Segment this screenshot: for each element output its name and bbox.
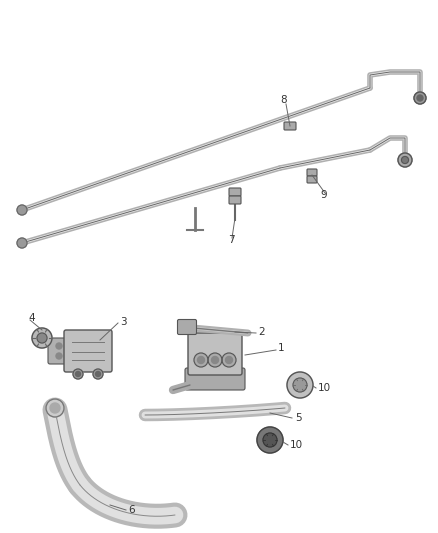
Circle shape	[417, 95, 423, 101]
Text: 4: 4	[28, 313, 35, 323]
Circle shape	[226, 357, 233, 364]
Circle shape	[37, 333, 47, 343]
FancyBboxPatch shape	[64, 330, 112, 372]
FancyBboxPatch shape	[185, 368, 245, 390]
Text: 8: 8	[280, 95, 286, 105]
Text: 9: 9	[320, 190, 327, 200]
Circle shape	[50, 403, 60, 413]
Circle shape	[263, 433, 277, 447]
Circle shape	[32, 328, 52, 348]
Circle shape	[398, 153, 412, 167]
Text: 6: 6	[128, 505, 134, 515]
Circle shape	[414, 92, 426, 104]
FancyBboxPatch shape	[229, 188, 241, 196]
Circle shape	[212, 357, 219, 364]
Circle shape	[95, 372, 100, 376]
Text: 10: 10	[318, 383, 331, 393]
Circle shape	[56, 353, 62, 359]
FancyBboxPatch shape	[307, 176, 317, 183]
Circle shape	[293, 378, 307, 392]
Circle shape	[402, 157, 409, 164]
FancyBboxPatch shape	[229, 196, 241, 204]
Circle shape	[198, 357, 205, 364]
Text: 5: 5	[295, 413, 302, 423]
Circle shape	[73, 369, 83, 379]
Circle shape	[93, 369, 103, 379]
Text: 1: 1	[278, 343, 285, 353]
FancyBboxPatch shape	[307, 169, 317, 176]
Text: 10: 10	[290, 440, 303, 450]
Circle shape	[56, 343, 62, 349]
FancyBboxPatch shape	[188, 333, 242, 375]
Circle shape	[287, 372, 313, 398]
Text: 2: 2	[258, 327, 265, 337]
Circle shape	[194, 353, 208, 367]
Circle shape	[46, 399, 64, 417]
FancyBboxPatch shape	[48, 338, 70, 364]
Circle shape	[222, 353, 236, 367]
Circle shape	[75, 372, 81, 376]
Text: 3: 3	[120, 317, 127, 327]
Circle shape	[17, 205, 27, 215]
FancyBboxPatch shape	[284, 122, 296, 130]
Circle shape	[257, 427, 283, 453]
Circle shape	[17, 238, 27, 248]
FancyBboxPatch shape	[177, 319, 197, 335]
Text: 7: 7	[228, 235, 235, 245]
Circle shape	[208, 353, 222, 367]
